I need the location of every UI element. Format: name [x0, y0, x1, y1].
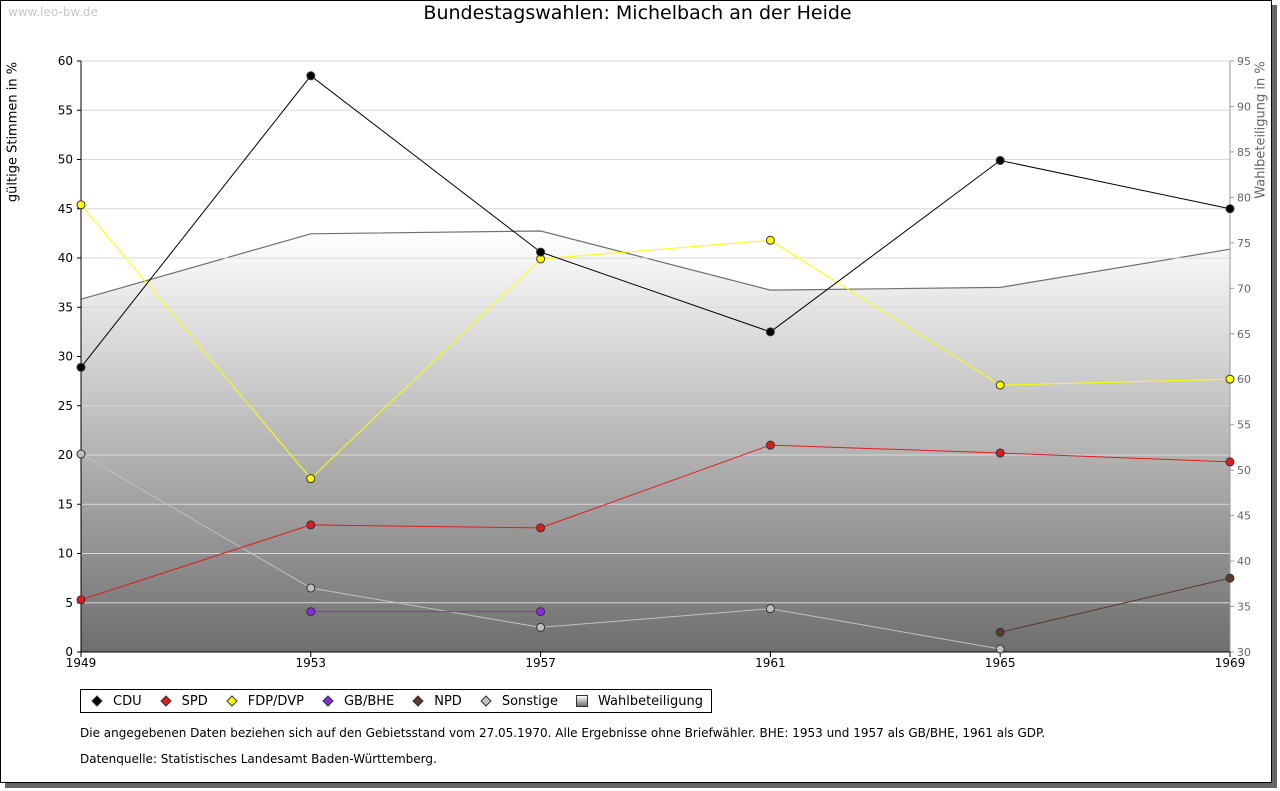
data-point-spd: [995, 448, 1005, 458]
y-tick-label: 45: [58, 202, 73, 216]
data-point-sonstige: [765, 604, 775, 614]
y2-tick-label: 55: [1237, 419, 1251, 432]
data-point-fdp-dvp: [306, 474, 316, 484]
y2-tick-label: 60: [1237, 373, 1251, 386]
y-tick-label: 40: [58, 251, 73, 265]
y2-tick-label: 40: [1237, 555, 1251, 568]
data-point-gb-bhe: [536, 607, 546, 617]
y-tick-label: 20: [58, 448, 73, 462]
legend: CDU SPD FDP/DVP GB/BHE NPD Sonstige Wahlbeteil…: [80, 689, 713, 713]
legend-label: Wahlbeteiligung: [598, 693, 704, 709]
y2-tick-label: 35: [1237, 601, 1251, 614]
y2-tick-label: 50: [1237, 464, 1251, 477]
data-point-fdp-dvp: [76, 200, 86, 210]
data-point-spd: [306, 520, 316, 530]
x-tick-label: 1949: [66, 656, 97, 670]
legend-label: FDP/DVP: [247, 693, 304, 709]
series-line-fdp-dvp: [80, 204, 1231, 480]
legend-marker: [226, 695, 238, 707]
y-tick-label: 0: [65, 645, 73, 659]
data-point-npd: [1225, 573, 1235, 583]
legend-item-sonstige: Sonstige: [480, 694, 558, 709]
data-point-cdu: [76, 362, 86, 372]
legend-marker: [159, 695, 172, 707]
legend-item-wahlbeteiligung: Wahlbeteiligung: [576, 694, 703, 709]
turnout-area: [81, 231, 1230, 652]
legend-label: CDU: [113, 693, 142, 709]
y-tick-label: 15: [58, 497, 73, 511]
y2-tick-label: 80: [1237, 191, 1251, 204]
x-tick-label: 1953: [296, 656, 327, 670]
legend-item-spd: SPD: [159, 693, 208, 709]
x-tick-label: 1957: [525, 656, 556, 670]
data-point-fdp-dvp: [995, 380, 1005, 390]
turnout-line: [80, 230, 1231, 300]
legend-item-fdp-dvp: FDP/DVP: [226, 694, 304, 709]
data-point-fdp-dvp: [1225, 374, 1235, 384]
legend-label: Sonstige: [501, 693, 558, 709]
data-point-npd: [995, 627, 1005, 637]
data-point-spd: [1225, 457, 1235, 467]
legend-marker: [576, 695, 588, 707]
data-point-sonstige: [306, 583, 316, 593]
legend-label: NPD: [434, 693, 462, 709]
y2-tick-label: 75: [1237, 237, 1251, 250]
data-point-sonstige: [995, 644, 1005, 654]
data-point-sonstige: [536, 622, 546, 632]
data-point-cdu: [306, 71, 316, 81]
y-tick-label: 60: [58, 54, 73, 68]
data-point-cdu: [765, 327, 775, 337]
series-line-npd: [1000, 577, 1231, 633]
x-tick-label: 1965: [985, 656, 1016, 670]
data-point-cdu: [1225, 204, 1235, 214]
legend-marker: [480, 695, 492, 707]
x-tick-label: 1961: [755, 656, 786, 670]
watermark: www.leo-bw.de: [8, 5, 98, 19]
data-point-spd: [76, 595, 86, 605]
data-point-gb-bhe: [306, 607, 316, 617]
legend-marker: [322, 695, 334, 707]
chart-title: Bundestagswahlen: Michelbach an der Heid…: [423, 2, 852, 24]
y2-tick-label: 65: [1237, 328, 1251, 341]
data-point-spd: [765, 440, 775, 450]
legend-item-gb-bhe: GB/BHE: [322, 694, 394, 709]
series-line-cdu: [80, 75, 1231, 368]
data-point-spd: [536, 523, 546, 533]
y2-tick-label: 85: [1237, 146, 1251, 159]
y-tick-label: 35: [58, 300, 73, 314]
y2-tick-label: 90: [1237, 100, 1251, 113]
series-line-spd: [80, 444, 1231, 601]
y-tick-label: 25: [58, 399, 73, 413]
data-point-sonstige: [76, 449, 86, 459]
y-tick-label: 50: [58, 153, 73, 167]
x-tick-label: 1969: [1215, 656, 1246, 670]
legend-label: GB/BHE: [343, 693, 395, 709]
data-point-cdu: [536, 247, 546, 257]
y2-tick-label: 30: [1237, 646, 1251, 659]
legend-item-cdu: CDU: [91, 694, 142, 709]
data-point-fdp-dvp: [765, 235, 775, 245]
data-point-cdu: [995, 155, 1005, 165]
legend-label: SPD: [181, 693, 208, 709]
legend-item-npd: NPD: [412, 694, 462, 709]
y2-tick-label: 70: [1237, 282, 1251, 295]
y2-tick-label: 45: [1237, 510, 1251, 523]
footnote: Die angegebenen Daten beziehen sich auf …: [80, 726, 1046, 740]
legend-marker: [412, 695, 424, 707]
y-tick-label: 10: [58, 547, 73, 561]
y-tick-label: 55: [58, 103, 73, 117]
y-tick-label: 5: [65, 596, 73, 610]
y-tick-label: 30: [58, 350, 73, 364]
y2-tick-label: 95: [1237, 55, 1251, 68]
data-source-note: Datenquelle: Statistisches Landesamt Bad…: [80, 752, 437, 766]
legend-marker: [91, 695, 103, 707]
